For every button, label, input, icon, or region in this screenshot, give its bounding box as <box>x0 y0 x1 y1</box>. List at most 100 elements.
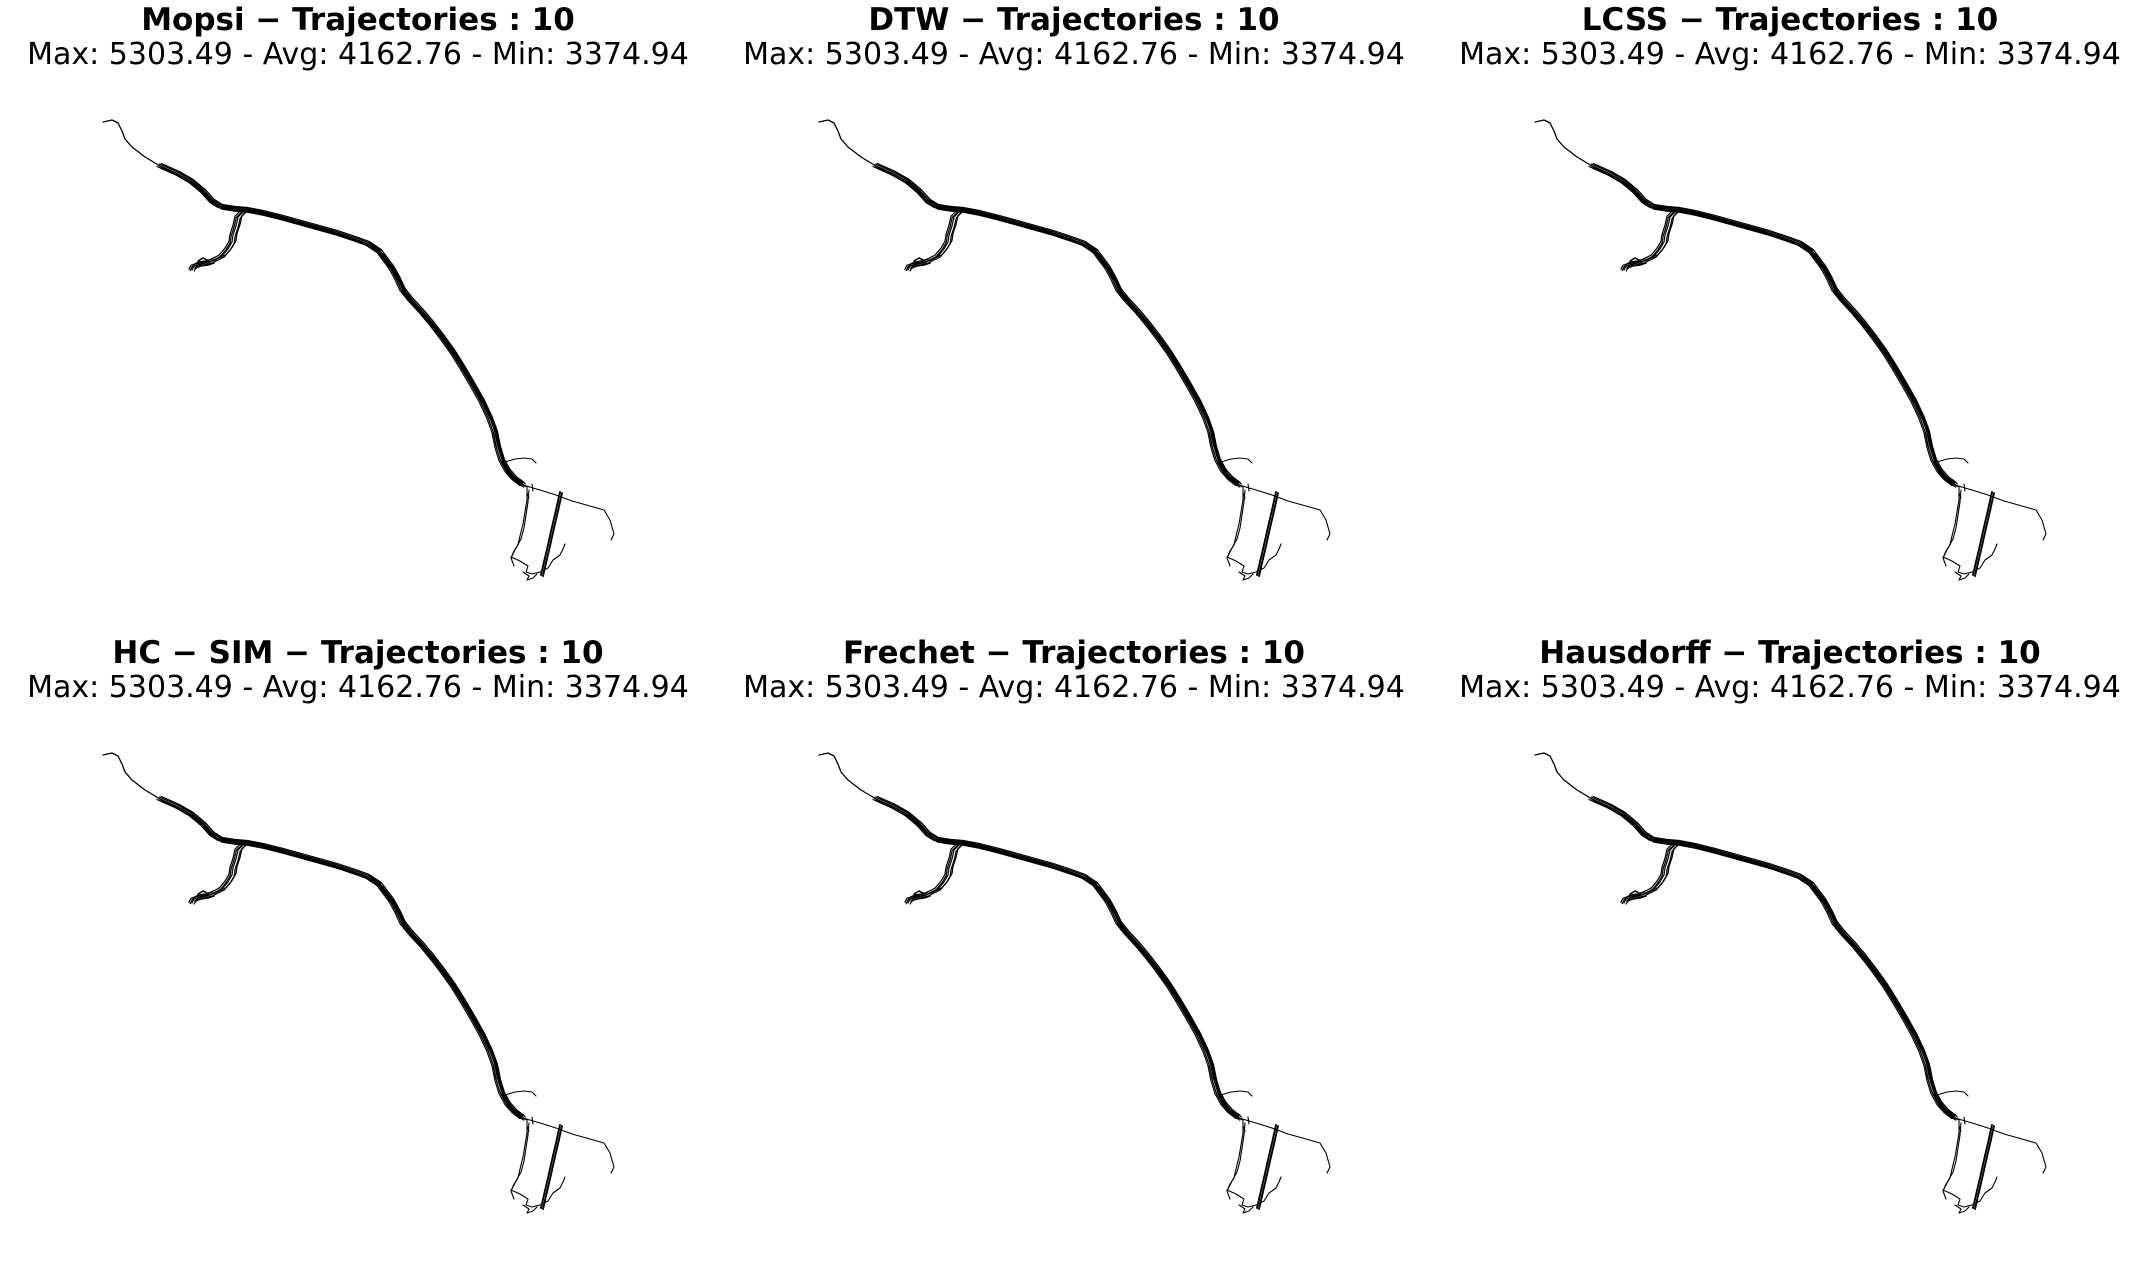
trajectory-branch <box>195 842 249 903</box>
trajectory-line <box>876 795 1241 1116</box>
panel-stats: Max: 5303.49 - Avg: 4162.76 - Min: 3374.… <box>1459 670 2121 705</box>
trajectory-segment <box>531 483 534 492</box>
trajectory-map <box>102 752 615 1214</box>
trajectory-line <box>877 166 1242 487</box>
trajectory-segment <box>522 571 538 581</box>
trajectory-cluster <box>913 257 924 262</box>
trajectory-panel: Frechet − Trajectories : 10 Max: 5303.49 … <box>716 633 1432 1266</box>
trajectory-segment <box>542 492 563 577</box>
trajectory-segment <box>1227 489 1246 557</box>
trajectory-segment <box>1220 457 1253 464</box>
trajectory-segment <box>1954 571 1970 581</box>
trajectory-line <box>159 798 524 1119</box>
trajectory-cluster <box>197 890 208 895</box>
trajectory-line <box>160 800 525 1121</box>
trajectory-segment <box>526 1125 530 1132</box>
trajectory-segment <box>511 1122 530 1190</box>
trajectory-cluster <box>197 257 208 262</box>
trajectory-branch <box>1627 209 1681 270</box>
trajectory-line <box>1593 799 1958 1120</box>
trajectory-line <box>157 164 522 485</box>
trajectory-segment <box>1954 1117 2047 1174</box>
trajectory-line <box>1593 164 1958 485</box>
trajectory-line <box>158 796 523 1117</box>
trajectory-branch <box>911 842 965 903</box>
trajectory-cluster <box>1624 258 1645 266</box>
trajectory-segment <box>504 1090 537 1097</box>
trajectory-line <box>161 799 526 1120</box>
trajectory-branch <box>1627 842 1681 903</box>
trajectory-line <box>1590 799 1955 1120</box>
panel-title: Frechet − Trajectories : 10 <box>843 635 1305 671</box>
trajectory-panel: DTW − Trajectories : 10 Max: 5303.49 - Av… <box>716 0 1432 633</box>
trajectory-segment <box>1963 483 1966 492</box>
trajectory-map <box>818 119 1331 581</box>
trajectory-line <box>818 119 877 167</box>
trajectory-segment <box>1258 492 1279 577</box>
trajectory-line <box>159 165 524 486</box>
trajectory-segment <box>1936 457 1969 464</box>
trajectory-line <box>877 164 1242 485</box>
trajectory-line <box>874 799 1239 1120</box>
trajectory-segment <box>1936 1090 1969 1097</box>
trajectory-cluster <box>1626 895 1647 902</box>
trajectory-branch <box>195 209 249 270</box>
trajectory-line <box>161 166 526 487</box>
trajectory-line <box>872 165 1237 487</box>
trajectory-line <box>1590 163 1955 484</box>
trajectory-line <box>161 164 526 485</box>
trajectory-cluster <box>194 895 215 902</box>
trajectory-line <box>162 167 527 488</box>
trajectory-cluster <box>908 891 929 899</box>
trajectory-segment <box>1954 484 2047 541</box>
trajectory-segment <box>504 457 537 464</box>
trajectory-segment <box>1972 1124 1993 1209</box>
trajectory-line <box>1592 795 1957 1116</box>
trajectory-segment <box>1256 491 1277 576</box>
trajectory-line <box>877 797 1242 1118</box>
trajectory-segment <box>1220 1090 1253 1097</box>
trajectory-line <box>876 162 1241 483</box>
trajectory-line <box>1591 798 1956 1119</box>
trajectory-segment <box>510 543 566 575</box>
trajectory-segment <box>522 484 615 541</box>
trajectory-line <box>877 799 1242 1120</box>
trajectory-segment <box>1226 543 1282 575</box>
trajectory-segment <box>1247 1116 1250 1125</box>
trajectory-line <box>158 163 523 484</box>
trajectory-line <box>1589 797 1954 1118</box>
trajectory-line <box>102 752 161 800</box>
trajectory-segment <box>531 1116 534 1125</box>
trajectory-cluster <box>192 258 213 266</box>
trajectory-line <box>1590 166 1955 487</box>
trajectory-line <box>156 165 521 487</box>
trajectory-line <box>1589 164 1954 485</box>
panel-title: LCSS − Trajectories : 10 <box>1581 2 1999 38</box>
trajectory-line <box>1588 798 1953 1120</box>
trajectory-segment <box>1227 1122 1246 1190</box>
trajectory-line <box>157 797 522 1118</box>
trajectory-line <box>875 798 1240 1119</box>
trajectory-line <box>156 798 521 1120</box>
trajectory-line <box>160 162 525 483</box>
trajectory-segment <box>1247 483 1250 492</box>
trajectory-cluster <box>192 891 213 899</box>
trajectory-segment <box>1242 492 1246 499</box>
trajectory-group <box>102 752 615 1214</box>
trajectory-panel: Mopsi − Trajectories : 10 Max: 5303.49 - … <box>0 0 716 633</box>
panel-stats: Max: 5303.49 - Avg: 4162.76 - Min: 3374.… <box>743 37 1405 72</box>
panel-title: Mopsi − Trajectories : 10 <box>141 2 575 38</box>
panel-title: HC − SIM − Trajectories : 10 <box>112 635 604 671</box>
trajectory-line <box>1534 752 1593 800</box>
trajectory-group <box>818 119 1331 581</box>
trajectory-line <box>873 797 1238 1118</box>
trajectory-group <box>1534 752 2047 1214</box>
trajectory-line <box>1594 167 1959 488</box>
trajectory-segment <box>1963 1116 1966 1125</box>
trajectory-segment <box>1256 1124 1277 1209</box>
panel-title: DTW − Trajectories : 10 <box>868 2 1280 38</box>
trajectory-line <box>818 752 877 800</box>
trajectory-cluster <box>908 258 929 266</box>
trajectory-line <box>1590 796 1955 1117</box>
